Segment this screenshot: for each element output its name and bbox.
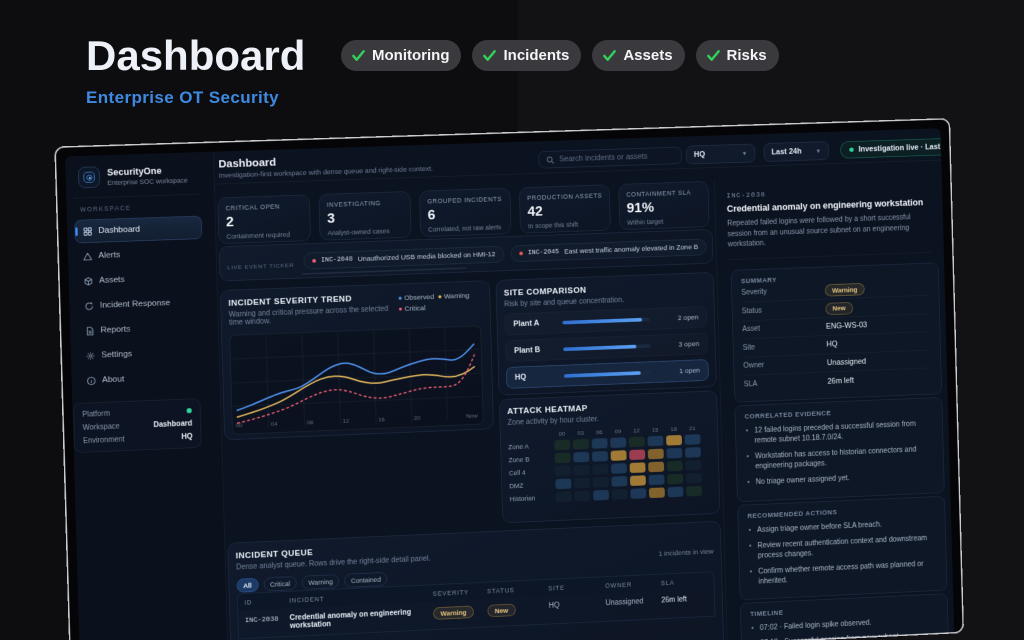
svg-text:20: 20 [414, 416, 421, 422]
svg-text:Now: Now [466, 413, 478, 419]
svg-text:16: 16 [378, 417, 385, 423]
svg-text:08: 08 [307, 420, 314, 426]
svg-text:04: 04 [271, 422, 278, 428]
svg-text:00: 00 [236, 423, 243, 429]
svg-text:12: 12 [342, 419, 349, 425]
